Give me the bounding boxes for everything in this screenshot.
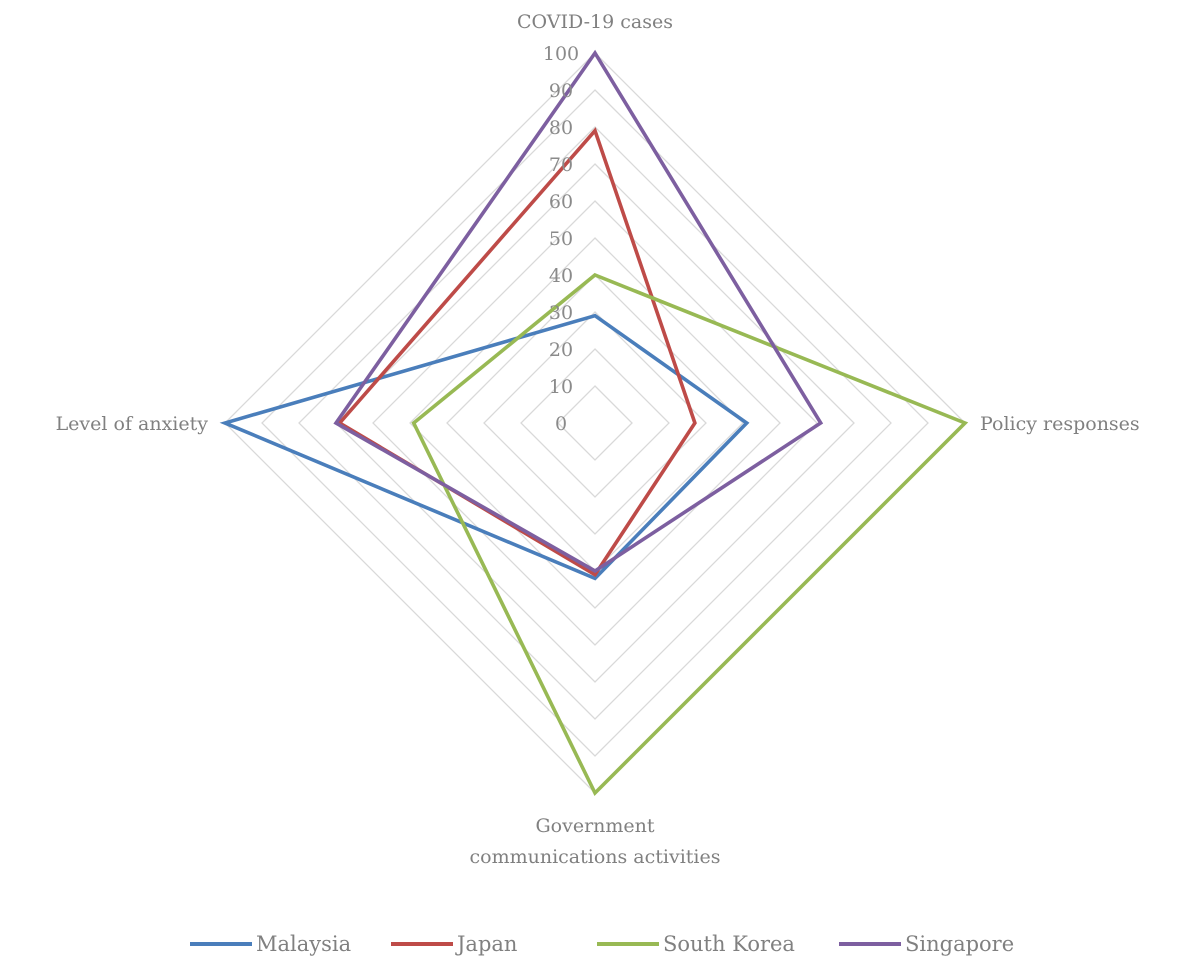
- tick-label: 0: [555, 413, 567, 435]
- axis-label: Policy responses: [980, 413, 1140, 435]
- tick-label: 90: [549, 80, 573, 102]
- legend-item-singapore: Singapore: [839, 932, 1014, 956]
- grid-ring: [446, 274, 744, 572]
- series-line-japan: [336, 127, 697, 578]
- series-line-singapore: [333, 49, 824, 574]
- grid-ring: [483, 311, 707, 535]
- tick-label: 60: [549, 191, 573, 213]
- radar-series: [219, 49, 969, 797]
- tick-label: 30: [549, 302, 573, 324]
- legend-label: Malaysia: [256, 932, 351, 956]
- tick-label: 100: [543, 43, 579, 65]
- grid-ring: [298, 126, 892, 720]
- series-line-south-korea: [411, 272, 969, 797]
- legend-item-japan: Japan: [391, 932, 517, 956]
- legend-label: South Korea: [663, 932, 795, 956]
- grid-ring: [261, 89, 929, 757]
- tick-label: 20: [549, 339, 573, 361]
- axis-label: Level of anxiety: [56, 413, 209, 435]
- tick-label: 10: [549, 376, 573, 398]
- tick-label: 70: [549, 154, 573, 176]
- legend-label: Singapore: [905, 932, 1014, 956]
- tick-label: 50: [549, 228, 573, 250]
- grid-ring: [372, 200, 818, 646]
- tick-label: 40: [549, 265, 573, 287]
- axis-labels: COVID-19 cases Policy responses Government…: [56, 11, 1140, 868]
- legend-item-south-korea: South Korea: [597, 932, 795, 956]
- tick-label: 80: [549, 117, 573, 139]
- axis-label: Government communications activities: [469, 815, 720, 868]
- series-line-malaysia: [219, 313, 750, 581]
- grid-ring: [409, 237, 781, 609]
- grid-ring: [557, 385, 633, 461]
- radial-tick-labels: 0 10 20 30 40 50 60 70 80 90 100: [543, 43, 579, 435]
- axis-label: COVID-19 cases: [517, 11, 673, 33]
- legend-label: Japan: [455, 932, 517, 956]
- grid-ring: [520, 348, 670, 498]
- legend-item-malaysia: Malaysia: [190, 932, 351, 956]
- legend: Malaysia Japan South Korea Singapore: [190, 932, 1014, 956]
